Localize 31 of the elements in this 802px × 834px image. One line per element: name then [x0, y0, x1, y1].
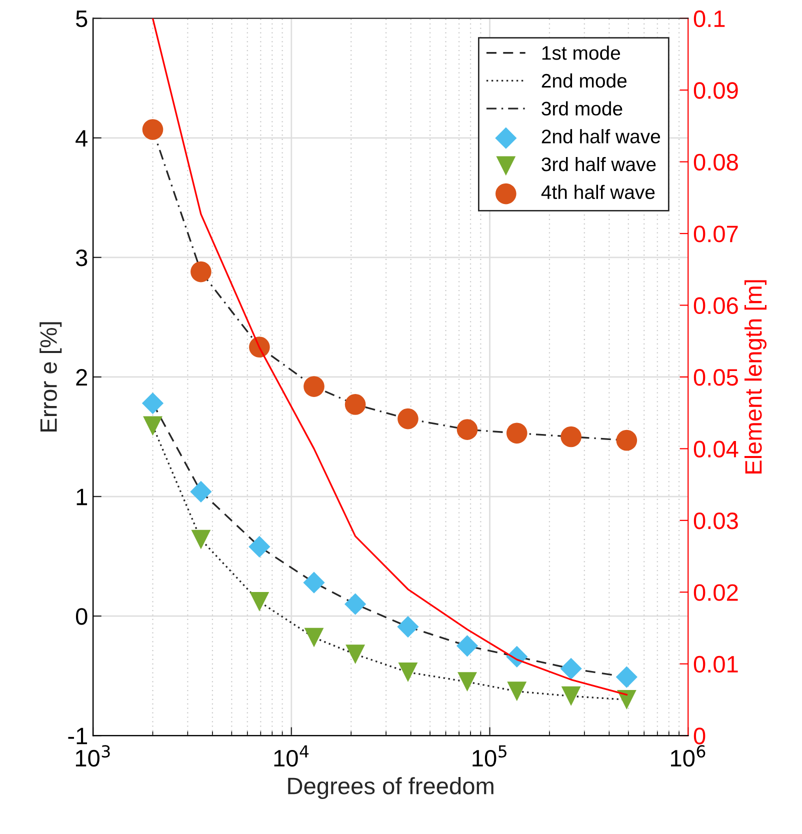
- y-tick-label: 1: [76, 488, 88, 506]
- y2-tick-label: 0: [694, 728, 706, 744]
- x-tick-label: 10$^{3}$: [76, 745, 110, 767]
- legend-label: 2nd mode: [542, 73, 627, 88]
- y2-axis-title: Element length [m]: [744, 280, 766, 474]
- y2-tick-label: 0.02: [694, 584, 738, 601]
- x-tick-label: 10$^{5}$: [472, 745, 506, 767]
- y2-tick-label: 0.1: [694, 10, 725, 28]
- y-tick-label: -1: [68, 728, 88, 744]
- x-axis-title: Degrees of freedom: [288, 777, 494, 800]
- legend-label: 3rd mode: [542, 101, 622, 116]
- y2-tick-label: 0.04: [694, 440, 738, 458]
- x-tick-label: 10$^{6}$: [671, 745, 706, 767]
- y2-tick-label: 0.08: [694, 154, 738, 171]
- y2-tick-label: 0.05: [694, 369, 738, 386]
- y2-tick-label: 0.01: [694, 656, 738, 673]
- y-tick-label: 0: [76, 608, 88, 625]
- y-tick-label: 3: [76, 249, 88, 266]
- y2-tick-label: 0.09: [694, 82, 738, 99]
- y2-tick-label: 0.03: [694, 512, 738, 530]
- y-tick-label: 2: [76, 369, 87, 386]
- y2-tick-label: 0.06: [694, 297, 738, 314]
- legend-label: 4th half wave: [541, 184, 655, 200]
- y-tick-label: 5: [76, 10, 88, 28]
- x-tick-label: 10$^{4}$: [274, 745, 309, 767]
- y-axis-title: Error e [%]: [40, 322, 62, 432]
- legend-label: 3rd half wave: [542, 156, 656, 172]
- y2-tick-label: 0.07: [694, 226, 738, 242]
- legend-label: 2nd half wave: [542, 129, 660, 144]
- legend-label: 1st mode: [542, 46, 620, 60]
- y-tick-label: 4: [76, 130, 88, 146]
